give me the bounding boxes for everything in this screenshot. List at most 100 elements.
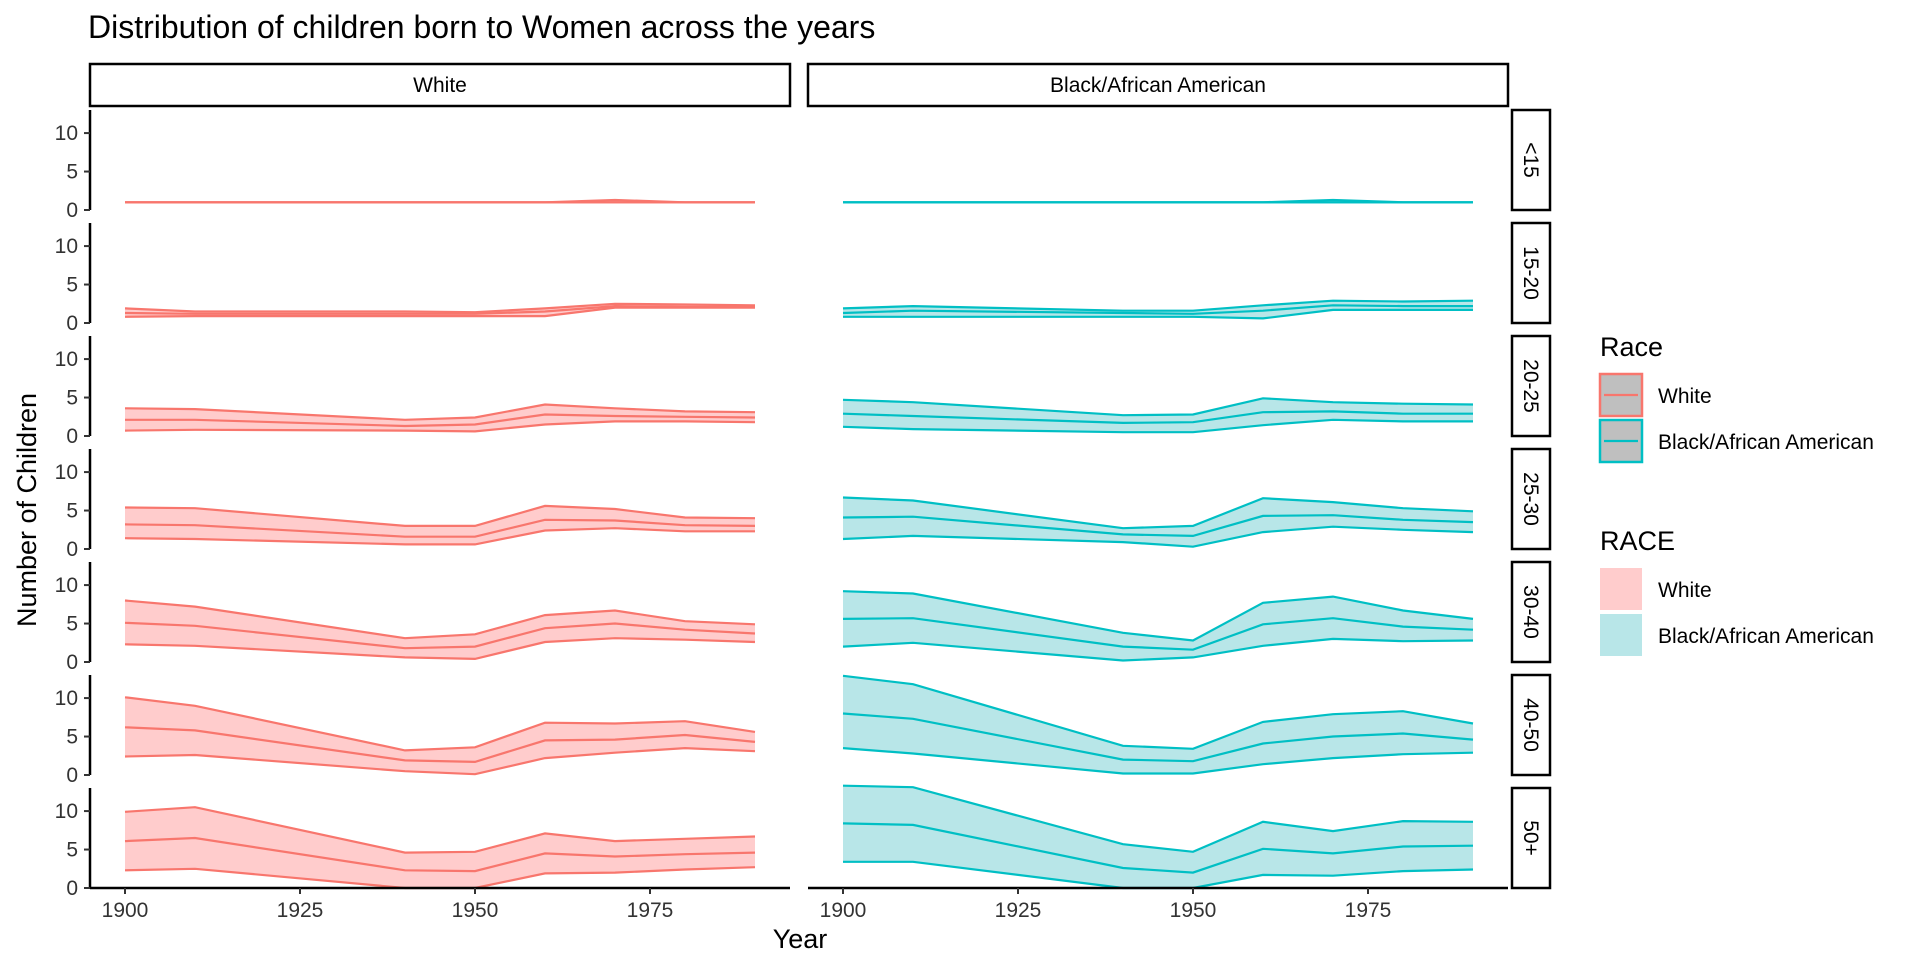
panel-black-african-american-20-25 (842, 397, 1474, 434)
range-band (843, 497, 1473, 547)
y-tick-label: 5 (66, 839, 78, 862)
lower-line (843, 860, 1474, 890)
y-tick-label: 0 (66, 877, 78, 900)
x-tick-label: 1950 (452, 899, 499, 922)
median-line (842, 514, 1474, 538)
y-tick-label: 10 (55, 800, 78, 823)
median-line (125, 413, 756, 428)
y-tick-label: 5 (66, 387, 78, 410)
median-line (842, 410, 1473, 425)
lower-line (842, 637, 1474, 662)
range-band (125, 807, 755, 888)
legend-fill-item-black-african-american: Black/African American (1600, 614, 1874, 656)
y-tick-label: 5 (66, 274, 78, 297)
panel-black-african-american-30-40 (842, 590, 1474, 662)
upper-line (124, 504, 756, 528)
y-tick-label: 10 (55, 235, 78, 258)
upper-line (842, 496, 1474, 530)
range-band (843, 591, 1473, 661)
y-tick-label: 0 (66, 764, 78, 787)
facet-strip-label: 25-30 (1519, 472, 1542, 526)
panel-black-african-american-50 (842, 784, 1474, 890)
upper-line (124, 302, 756, 314)
facet-strip-label: 50+ (1519, 820, 1542, 856)
x-tick-label: 1925 (277, 899, 324, 922)
lower-line (124, 306, 755, 318)
legend-title-line: Race (1600, 332, 1663, 362)
facet-strip-label: 20-25 (1519, 359, 1542, 413)
upper-line (124, 599, 756, 640)
lower-line (842, 525, 1474, 548)
y-tick-label: 0 (66, 651, 78, 674)
lower-line (124, 637, 756, 661)
y-tick-label: 0 (66, 538, 78, 561)
panel-white-40-50 (124, 696, 756, 776)
y-axis-15-20: 0 5 10 (55, 223, 92, 335)
y-tick-label: 5 (66, 500, 78, 523)
facet-strip-25-30: 25-30 (1510, 447, 1552, 551)
range-band (125, 404, 755, 432)
facet-strip-label: 40-50 (1519, 698, 1542, 752)
y-axis-15: 0 5 10 (55, 110, 92, 222)
y-axis-50: 0 5 10 (55, 788, 92, 900)
facet-strip-15: <15 (1510, 108, 1552, 212)
panel-white-15-20 (124, 302, 756, 318)
facet-strip-label: <15 (1519, 142, 1542, 178)
facet-strip-label: White (413, 74, 467, 97)
y-axis-30-40: 0 5 10 (55, 562, 92, 674)
legend-label: Black/African American (1658, 625, 1874, 648)
facet-strip-label: Black/African American (1050, 74, 1266, 97)
panel-white-25-30 (124, 504, 756, 546)
x-axis-label: Year (773, 924, 828, 954)
facet-strip-50: 50+ (1510, 786, 1552, 890)
upper-line (842, 674, 1474, 750)
upper-line (842, 784, 1474, 853)
median-line (842, 617, 1474, 651)
range-band (125, 697, 755, 775)
median-line (842, 822, 1474, 874)
legend: Race White Black/African American RACE White… (1598, 332, 1874, 656)
median-line (842, 304, 1473, 315)
y-axis-20-25: 0 5 10 (55, 336, 92, 448)
median-line (842, 712, 1474, 763)
median-line (124, 836, 756, 873)
lower-line (124, 866, 756, 890)
panel-black-african-american-15-20 (842, 299, 1474, 320)
panels: White Black/African American <15 0 5 10 15-20 0… (55, 62, 1552, 922)
panel-white-20-25 (124, 403, 756, 433)
x-tick-label: 1950 (1170, 899, 1217, 922)
legend-label: Black/African American (1658, 431, 1874, 454)
facet-strip-black-african-american: Black/African American (806, 62, 1510, 108)
x-tick-label: 1900 (820, 899, 867, 922)
y-tick-label: 10 (55, 574, 78, 597)
legend-label: White (1658, 579, 1712, 602)
lower-line (843, 308, 1473, 320)
legend-title-fill: RACE (1600, 526, 1675, 556)
median-line (124, 726, 756, 764)
upper-line (124, 696, 756, 752)
range-band (843, 300, 1473, 319)
facet-strip-label: 15-20 (1519, 246, 1542, 300)
lower-line (842, 418, 1473, 434)
upper-line (124, 806, 756, 854)
y-tick-label: 5 (66, 161, 78, 184)
lower-line (124, 746, 756, 776)
facet-strip-white: White (88, 62, 792, 108)
range-band (125, 505, 755, 545)
x-axis-black-african-american: 1900 1925 1950 1975 (808, 886, 1508, 922)
y-tick-label: 10 (55, 461, 78, 484)
x-tick-label: 1975 (1345, 899, 1392, 922)
x-tick-label: 1975 (627, 899, 674, 922)
panel-black-african-american-15 (843, 198, 1473, 204)
legend-fill-item-white: White (1600, 568, 1712, 610)
y-tick-label: 5 (66, 726, 78, 749)
median-line (124, 621, 756, 650)
panel-white-50 (124, 806, 756, 890)
lower-line (124, 527, 755, 546)
x-tick-label: 1925 (995, 899, 1042, 922)
chart-title: Distribution of children born to Women a… (88, 9, 875, 45)
panel-black-african-american-25-30 (842, 496, 1474, 548)
x-axis-white: 1900 1925 1950 1975 (90, 886, 790, 922)
facet-strip-40-50: 40-50 (1510, 673, 1552, 777)
range-band (843, 675, 1473, 774)
